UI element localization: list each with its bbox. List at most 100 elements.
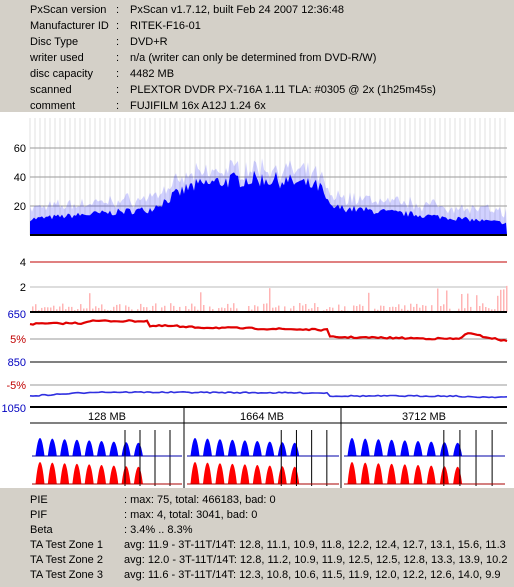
pif-bar [410,303,412,312]
pif-bar [263,303,265,312]
pif-bar [389,307,391,312]
pif-bar [161,307,163,312]
pif-bar [68,306,70,312]
ta-peak-blue [72,439,82,456]
scan-graph: 60 40 20 4 2 650 5% 850 -5% 1050 128 MB … [0,112,514,488]
stat-label: PIF [30,509,48,521]
ta-peak-red [109,465,119,484]
pie-haze [30,158,507,235]
pif-bar [332,307,334,312]
pif-bar [413,306,415,312]
stat-label: Beta [30,524,53,536]
info-value: PxScan v1.7.12, built Feb 24 2007 12:36:… [130,4,345,16]
pif-bar [236,308,238,312]
pif-bar [137,309,139,312]
info-value: DVD+R [130,36,168,48]
pif-bar [197,309,199,312]
pif-bar [143,307,145,312]
stat-value: : max: 75, total: 466183, bad: 0 [124,494,276,506]
pif-bar [488,308,490,312]
pif-bar [278,305,280,312]
pie-area [30,170,507,235]
info-label: scanned [30,84,72,96]
pif-bar [314,303,316,312]
pif-bar [431,305,433,312]
info-label: disc capacity [30,68,93,80]
beta-line [29,390,508,399]
pif-bar [374,308,376,312]
ta-peak-red [277,466,287,484]
pif-bar [59,306,61,312]
ta-peak-blue [413,441,423,456]
pif-bar [470,306,472,312]
ta-peak-blue [35,438,45,456]
pif-bar [86,308,88,312]
stat-label: PIE [30,494,48,506]
ta-peak-blue [121,442,131,456]
ta-peak-red [360,462,370,484]
ta-peak-red [290,466,300,484]
pif-bar [224,308,226,312]
ta-peak-red [426,465,436,484]
pif-bar [35,304,37,312]
pif-bar [191,303,193,312]
pif-bar [446,290,448,312]
pif-bar [125,305,127,312]
pif-bar [479,306,481,312]
pif-tick-2: 2 [20,282,26,294]
ta-peak-red [227,463,237,484]
pif-bar [284,306,286,312]
pie-tick-40: 40 [14,172,26,184]
pif-bar [380,305,382,312]
ta-peak-blue [227,439,237,456]
pif-bar [200,292,202,312]
jitter-tick-minus5pct: -5% [6,380,26,392]
pif-bar [269,288,271,312]
stat-value: avg: 11.9 - 3T-11T/14T: 12.8, 11.1, 10.9… [124,539,506,551]
info-separator: : [116,68,120,80]
stat-value: : max: 4, total: 3041, bad: 0 [124,509,258,521]
pif-bar [221,307,223,312]
ta-peak-blue [97,441,106,456]
pif-bar [344,306,346,312]
ta-peak-blue [252,441,262,456]
pif-bar [233,303,235,312]
ta-peak-blue [202,438,212,456]
jitter-tick-1050: 1050 [2,403,26,415]
ta-peak-blue [215,439,225,456]
ta-zone-3-label: 3712 MB [402,411,446,423]
info-separator: : [116,100,120,112]
pif-bar [461,294,463,312]
pif-bar [113,306,115,312]
pif-bar [458,308,460,312]
info-separator: : [116,36,120,48]
ta-peak-red [265,465,275,484]
pif-bar [326,309,328,312]
info-value: PLEXTOR DVDR PX-716A 1.11 TLA: #0305 @ 2… [130,84,436,96]
ta-peak-blue [265,441,275,456]
pif-bar [359,304,361,312]
pif-tick-4: 4 [20,257,26,269]
pif-bar [311,308,313,312]
info-label: Manufacturer ID [30,20,109,32]
pif-bar [299,303,301,312]
pif-bar [449,308,451,312]
pif-bar [194,306,196,312]
ta-peak-red [202,462,212,484]
pif-bar [503,289,505,312]
pif-bar [392,306,394,312]
info-value: RITEK-F16-01 [130,20,201,32]
ta-peak-blue [133,442,143,456]
ta-peak-blue [360,438,370,456]
pif-bar [41,307,43,312]
ta-peak-red [215,463,225,484]
ta-peak-blue [190,438,200,456]
pif-bar [203,305,205,312]
info-label: PxScan version [30,4,107,16]
ta-peak-blue [400,440,410,456]
pif-bar [164,305,166,312]
pif-bar [398,304,400,312]
pif-bar [77,309,79,312]
pif-bar [95,306,97,312]
pif-bar [464,308,466,312]
